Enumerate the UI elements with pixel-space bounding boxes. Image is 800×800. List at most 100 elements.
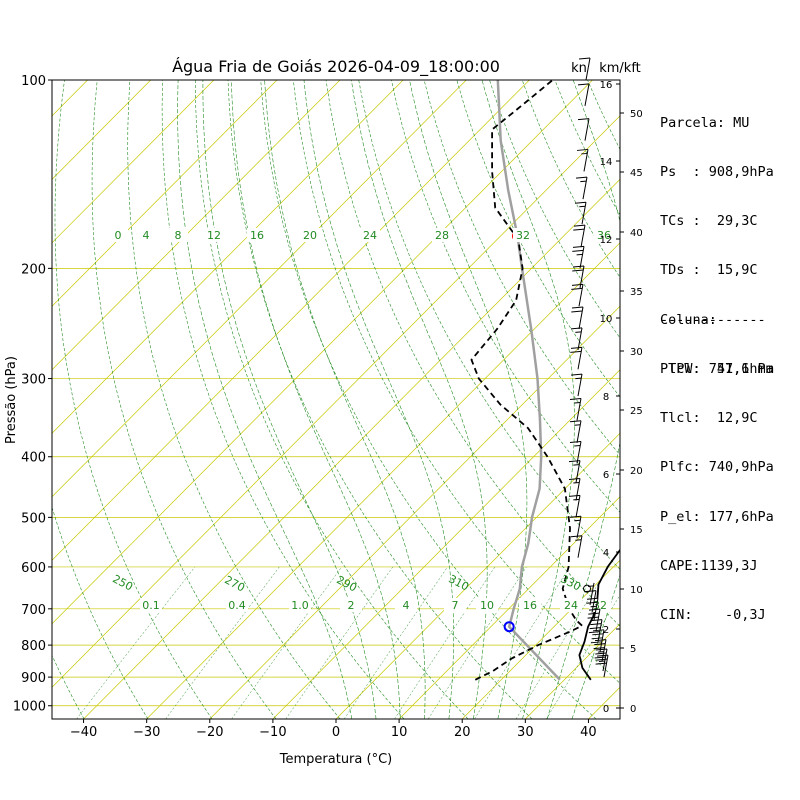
dry-adiabat-line: [161, 80, 405, 719]
barb-staff: [575, 478, 581, 501]
dry-adiabat-line: [195, 80, 469, 719]
mixing-ratio-line: [427, 566, 527, 719]
tpw-line: TPW: 51,1 mm: [660, 361, 774, 378]
wind-barb: [590, 629, 605, 652]
wind-barb: [570, 535, 583, 558]
mixing-ratio-label-bg: [519, 598, 541, 612]
barb-staff: [584, 118, 590, 141]
y-tick-label: 100: [21, 74, 46, 89]
y-tick-label: 500: [21, 511, 46, 526]
wind-barb: [573, 224, 586, 248]
barb-staff: [577, 374, 583, 397]
wind-barb: [569, 440, 582, 464]
info-divider: -------------: [660, 311, 766, 328]
dry-adiabat-label: 290: [334, 573, 359, 594]
km-tick-label: 12: [600, 235, 613, 246]
kft-tick-label: 35: [630, 287, 643, 298]
info-line: Parcela: MU: [660, 114, 750, 131]
barb-staff: [593, 598, 599, 621]
kft-tick-label: 25: [630, 406, 643, 417]
dry-adiabat-line: [52, 506, 149, 719]
x-axis-label: Temperatura (°C): [279, 752, 392, 767]
moist-adiabat-label-bg: [204, 228, 224, 242]
barb-flag: [589, 627, 601, 630]
wind-barb: [570, 346, 583, 370]
barb-flag: [594, 643, 606, 646]
wind-barb: [569, 420, 582, 443]
dry-adiabat-line: [127, 80, 341, 719]
barb-half-flag: [581, 152, 588, 155]
wind-barb: [574, 201, 587, 225]
mixing-ratio-line: [231, 566, 342, 719]
dry-adiabat-label: 310: [446, 572, 471, 593]
isotherm-line: [335, 432, 620, 719]
isotherm-line: [83, 178, 620, 719]
isotherm-line: [52, 115, 620, 688]
barb-flag: [590, 619, 603, 622]
info-line: Plcl: 747,6hPa: [660, 360, 774, 377]
mixing-ratio-line: [165, 566, 280, 719]
wind-barb: [584, 590, 597, 613]
kft-tick-label: 40: [630, 228, 643, 239]
barb-staff: [580, 225, 586, 248]
wind-barb: [583, 584, 591, 593]
wind-barb: [578, 57, 591, 81]
y-tick-label: 300: [21, 373, 46, 388]
barb-staff: [601, 639, 607, 662]
moist-adiabat-line: [303, 80, 454, 719]
moist-adiabat-label-bg: [108, 228, 128, 242]
barb-flag: [569, 515, 582, 518]
barb-staff: [576, 398, 582, 421]
barb-half-flag: [575, 331, 582, 333]
barb-half-flag: [597, 651, 604, 653]
barb-flag: [570, 350, 582, 353]
barb-flag: [588, 612, 600, 615]
info-line: TCs : 29,3C: [660, 213, 758, 230]
y-axis-label: Pressão (hPa): [4, 356, 19, 444]
wind-barb: [587, 582, 595, 605]
mixing-ratio-line: [76, 566, 196, 719]
barb-half-flag: [580, 180, 587, 183]
km-tick-label: 14: [600, 157, 613, 168]
info-line: CIN: -0,3J: [660, 607, 766, 623]
kft-tick-label: 10: [630, 585, 643, 596]
barb-flag: [573, 224, 586, 227]
kft-tick-label: 30: [630, 347, 643, 358]
barb-staff: [599, 629, 605, 652]
mixing-ratio-label-bg: [340, 598, 362, 612]
barb-flag: [588, 608, 601, 611]
isotherm-line: [52, 80, 278, 307]
wind-barb: [587, 608, 601, 632]
chart-title: Água Fria de Goiás 2026-04-09_18:00:00: [172, 57, 500, 77]
isotherm-line: [52, 80, 404, 434]
barb-flag: [584, 590, 597, 593]
barb-flag: [572, 265, 585, 268]
dry-adiabat-line: [54, 80, 213, 719]
grid-layer: [52, 80, 620, 719]
barb-flag: [575, 176, 588, 179]
moist-adiabat-label: 20: [303, 229, 317, 242]
barb-staff: [595, 609, 601, 632]
barb-flag: [594, 639, 607, 642]
barb-staff: [577, 535, 583, 558]
km-tick-label: 2: [603, 625, 609, 636]
barb-staff: [577, 347, 583, 370]
y-tick-label: 900: [21, 671, 46, 686]
wind-barb: [576, 148, 589, 172]
x-tick-label: 40: [580, 725, 597, 740]
mixing-ratio-label-bg: [289, 598, 311, 612]
barb-staff: [576, 441, 582, 464]
barb-half-flag: [574, 401, 581, 404]
barb-flag: [577, 83, 590, 86]
barb-staff: [583, 149, 589, 172]
coluna-label: Coluna:: [660, 311, 717, 328]
barb-staff: [602, 648, 608, 672]
mixing-ratio-label: 1.0: [291, 599, 309, 612]
isotherm-line: [272, 369, 620, 719]
barb-flag: [569, 420, 582, 423]
mixing-ratio-label-bg: [395, 598, 417, 612]
barb-half-flag: [576, 253, 583, 256]
wind-barb: [577, 83, 590, 106]
barb-staff: [579, 246, 585, 269]
barb-flag: [571, 310, 583, 313]
